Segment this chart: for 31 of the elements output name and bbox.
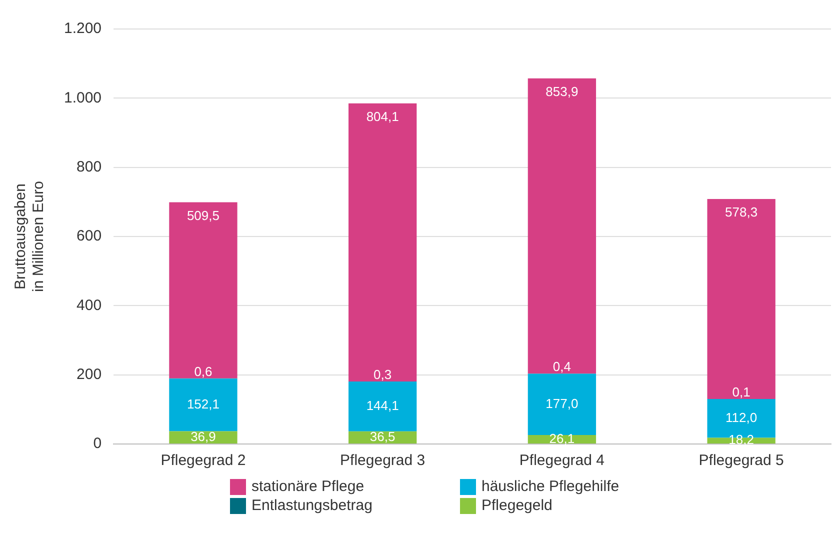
y-tick-label: 600: [76, 228, 102, 245]
data-label: 26,1: [549, 430, 575, 446]
data-label: 36,5: [370, 429, 396, 444]
y-tick-label: 400: [76, 296, 102, 314]
data-label: 152,1: [186, 396, 220, 412]
x-tick-label: Pflegegrad 5: [698, 452, 784, 470]
y-axis-title: Bruttoausgaben in Millionen Euro: [12, 181, 48, 292]
x-tick-label: Pflegegrad 3: [340, 452, 426, 470]
data-label: 804,1: [366, 108, 399, 124]
data-label: 0,4: [552, 359, 571, 374]
y-tick-label: 200: [76, 366, 102, 383]
y-tick-label: 1.000: [64, 89, 102, 106]
legend-label: Entlastungsbetrag: [252, 497, 372, 514]
data-label: 853,9: [546, 84, 578, 99]
data-label: 0,1: [732, 384, 750, 400]
x-tick-label: Pflegegrad 4: [519, 452, 604, 470]
data-label: 36,9: [190, 428, 216, 444]
data-label: 578,3: [725, 204, 758, 220]
y-tick-label: 0: [93, 435, 102, 452]
y-tick-label: 800: [76, 158, 102, 176]
x-tick-label: Pflegegrad 2: [160, 452, 246, 470]
y-tick-label: 1.200: [64, 20, 102, 38]
data-label: 0,6: [194, 364, 212, 380]
data-label: 112,0: [726, 410, 758, 425]
data-label: 0,3: [374, 367, 392, 382]
legend-label: stationäre Pflege: [252, 478, 364, 495]
legend-label: Pflegegeld: [482, 497, 552, 514]
legend-label: häusliche Pflegehilfe: [482, 478, 620, 495]
data-label: 509,5: [186, 208, 220, 223]
data-label: 177,0: [546, 396, 578, 411]
data-label: 144,1: [366, 398, 399, 414]
